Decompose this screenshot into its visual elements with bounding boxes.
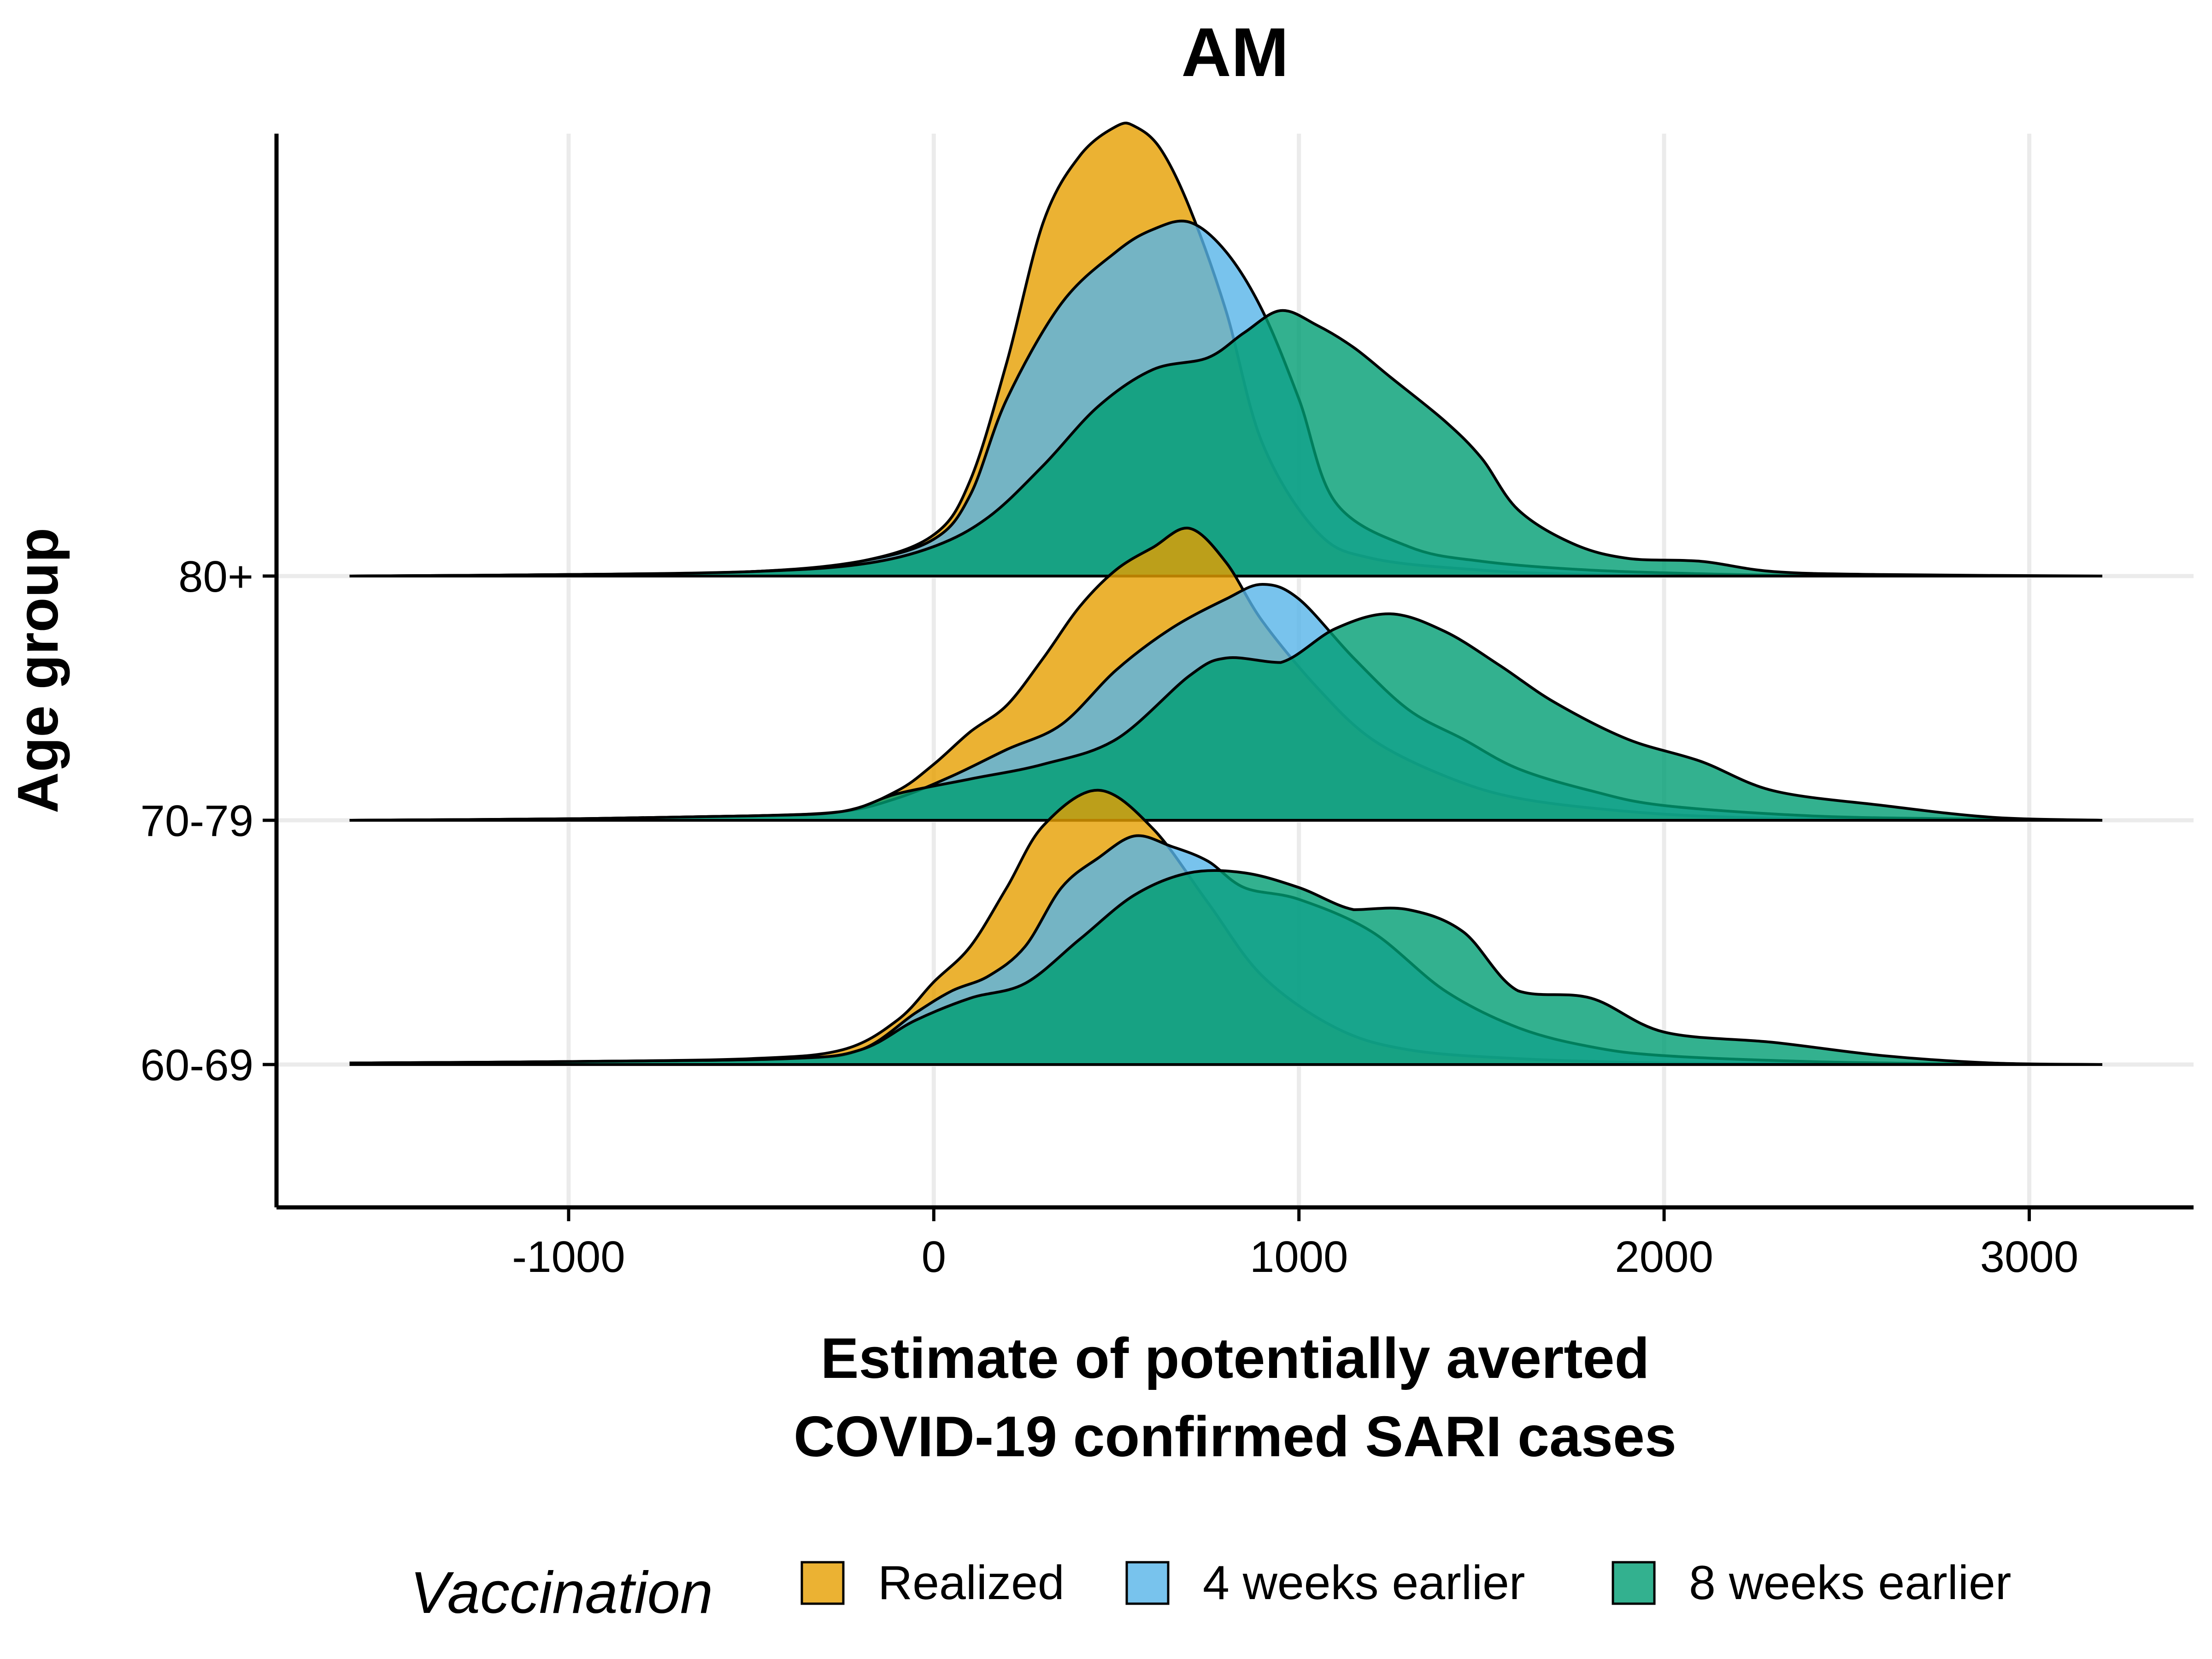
legend-swatch-4-weeks — [1125, 1561, 1170, 1605]
legend-label-realized: Realized — [878, 1556, 1065, 1610]
x-tick-label: -1000 — [512, 1232, 625, 1282]
legend-swatch-realized — [800, 1561, 845, 1605]
y-tick-label: 60-69 — [140, 1041, 253, 1090]
x-tick-label: 0 — [922, 1232, 946, 1282]
ridge-group-70-79 — [349, 526, 2102, 822]
x-tick-label: 2000 — [1615, 1232, 1713, 1282]
x-axis-ticks: -1000 0 1000 2000 3000 — [512, 1207, 2078, 1282]
legend-label-8-weeks: 8 weeks earlier — [1689, 1556, 2011, 1610]
x-tick-label: 3000 — [1980, 1232, 2079, 1282]
legend: Vaccination Realized 4 weeks earlier 8 w… — [410, 1556, 2011, 1626]
ridges — [349, 121, 2102, 1066]
density-line-60-69-8-weeks-earlier — [349, 869, 2102, 1066]
y-axis-label: Age group — [6, 528, 70, 813]
y-tick-label: 70-79 — [140, 796, 253, 846]
density-area-70-79-8-weeks-earlier — [349, 613, 2102, 820]
x-tick-label: 1000 — [1250, 1232, 1348, 1282]
density-area-80+-8-weeks-earlier — [349, 310, 2102, 576]
y-axis-ticks: 60-69 70-79 80+ — [140, 552, 276, 1090]
legend-title: Vaccination — [410, 1560, 713, 1626]
legend-label-4-weeks: 4 weeks earlier — [1203, 1556, 1525, 1610]
legend-swatch-8-weeks — [1612, 1561, 1656, 1605]
axes — [274, 134, 2194, 1210]
density-area-60-69-8-weeks-earlier — [349, 870, 2102, 1065]
x-axis-label-line-2: COVID-19 confirmed SARI cases — [794, 1405, 1677, 1469]
ridge-group-60-69 — [349, 788, 2102, 1066]
y-tick-label: 80+ — [178, 552, 253, 601]
density-line-70-79-8-weeks-earlier — [349, 612, 2102, 822]
x-axis-label-line-1: Estimate of potentially averted — [821, 1327, 1649, 1390]
density-line-80+-8-weeks-earlier — [349, 309, 2102, 577]
ridge-group-80+ — [349, 121, 2102, 578]
chart-title: AM — [1181, 13, 1288, 91]
